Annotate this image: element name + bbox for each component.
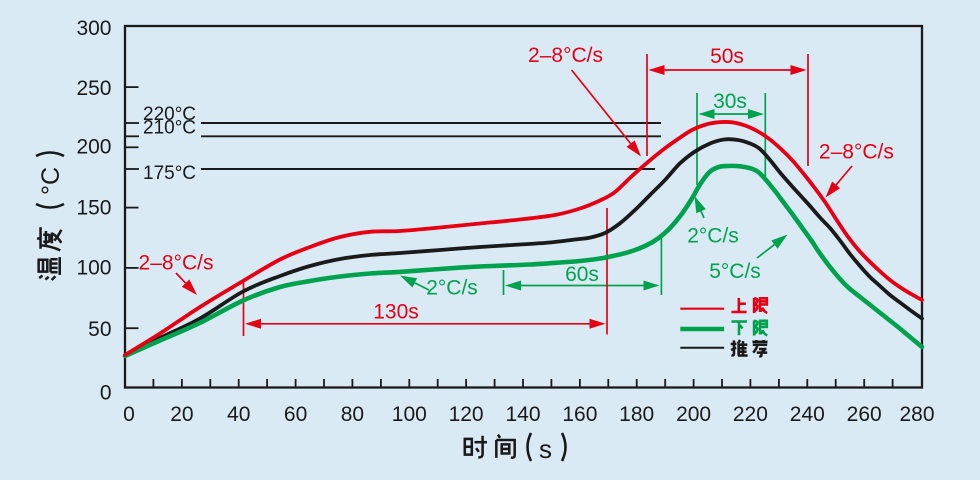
svg-text:80: 80: [341, 403, 364, 426]
svg-text:60s: 60s: [565, 263, 599, 286]
svg-text:0: 0: [123, 403, 135, 426]
svg-text:160: 160: [562, 403, 597, 426]
svg-text:20: 20: [170, 403, 193, 426]
svg-text:2–8°C/s: 2–8°C/s: [819, 141, 894, 164]
svg-text:100: 100: [76, 256, 111, 279]
svg-text:180: 180: [619, 403, 654, 426]
svg-text:30s: 30s: [713, 90, 747, 113]
svg-text:2°C/s: 2°C/s: [426, 277, 478, 300]
svg-text:240: 240: [790, 403, 825, 426]
svg-text:150: 150: [76, 196, 111, 219]
svg-text:200: 200: [676, 403, 711, 426]
svg-text:260: 260: [847, 403, 882, 426]
svg-text:280: 280: [899, 403, 934, 426]
svg-text:130s: 130s: [373, 301, 419, 324]
svg-text:220°C: 220°C: [143, 104, 196, 125]
svg-text:250: 250: [76, 77, 111, 100]
svg-text:50s: 50s: [710, 45, 744, 68]
svg-text:300: 300: [76, 17, 111, 40]
svg-text:40: 40: [227, 403, 250, 426]
svg-text:50: 50: [88, 318, 111, 341]
svg-text:60: 60: [284, 403, 307, 426]
svg-text:175°C: 175°C: [143, 163, 196, 184]
svg-text:220: 220: [733, 403, 768, 426]
svg-text:140: 140: [505, 403, 540, 426]
svg-text:°C: °C: [37, 167, 65, 195]
svg-text:2–8°C/s: 2–8°C/s: [528, 44, 603, 67]
svg-text:200: 200: [76, 136, 111, 159]
svg-text:5°C/s: 5°C/s: [709, 260, 761, 283]
svg-text:2°C/s: 2°C/s: [687, 225, 739, 248]
svg-text:s: s: [539, 434, 552, 464]
svg-text:210°C: 210°C: [143, 118, 196, 139]
svg-text:120: 120: [449, 403, 484, 426]
svg-text:0: 0: [100, 382, 112, 405]
svg-text:2–8°C/s: 2–8°C/s: [139, 252, 214, 275]
svg-text:100: 100: [392, 403, 427, 426]
